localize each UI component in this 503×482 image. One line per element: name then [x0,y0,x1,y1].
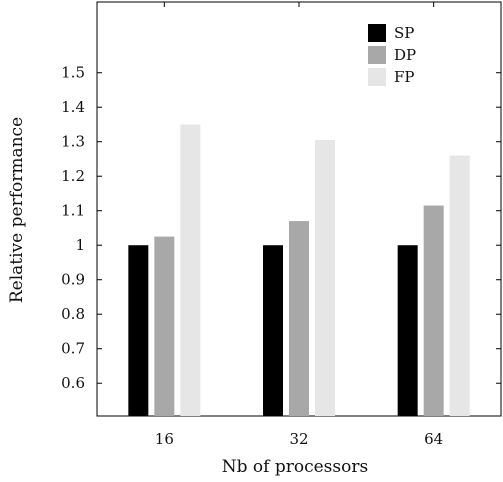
bar-series [128,124,470,416]
legend-swatch-fp [368,68,386,86]
x-tick-label: 16 [155,430,174,448]
y-tick-label: 0.9 [61,271,85,289]
y-axis-title: Relative performance [7,117,27,303]
x-axis: 16 32 64 [155,2,443,448]
legend-swatch-sp [368,24,386,42]
bar-sp-64 [397,245,418,416]
bar-sp-16 [128,245,149,416]
legend: SP DP FP [368,24,416,86]
bar-fp-16 [180,124,201,416]
legend-label: FP [394,68,415,86]
y-tick-label: 1.5 [61,64,85,82]
y-tick-label: 0.7 [61,340,85,358]
y-tick-label: 1.3 [61,133,85,151]
x-tick-label: 64 [424,430,443,448]
x-tick-label: 32 [289,430,308,448]
y-tick-label: 1 [75,236,85,254]
legend-label: DP [394,46,416,64]
bar-dp-32 [289,221,309,416]
y-tick-label: 0.6 [61,374,85,392]
legend-label: SP [394,24,414,42]
bar-dp-64 [423,205,444,416]
y-tick-label: 1.2 [61,167,85,185]
legend-swatch-dp [368,46,386,64]
bar-dp-16 [154,236,175,416]
y-axis: 0.6 0.7 0.8 0.9 1 1.1 1.2 1.3 1.4 1.5 [61,64,501,392]
y-tick-label: 1.4 [61,98,85,116]
bar-sp-32 [263,245,283,416]
bar-fp-32 [315,140,335,416]
y-tick-label: 0.8 [61,305,85,323]
x-axis-title: Nb of processors [222,457,368,477]
bar-fp-64 [449,155,470,416]
y-tick-label: 1.1 [61,202,85,220]
